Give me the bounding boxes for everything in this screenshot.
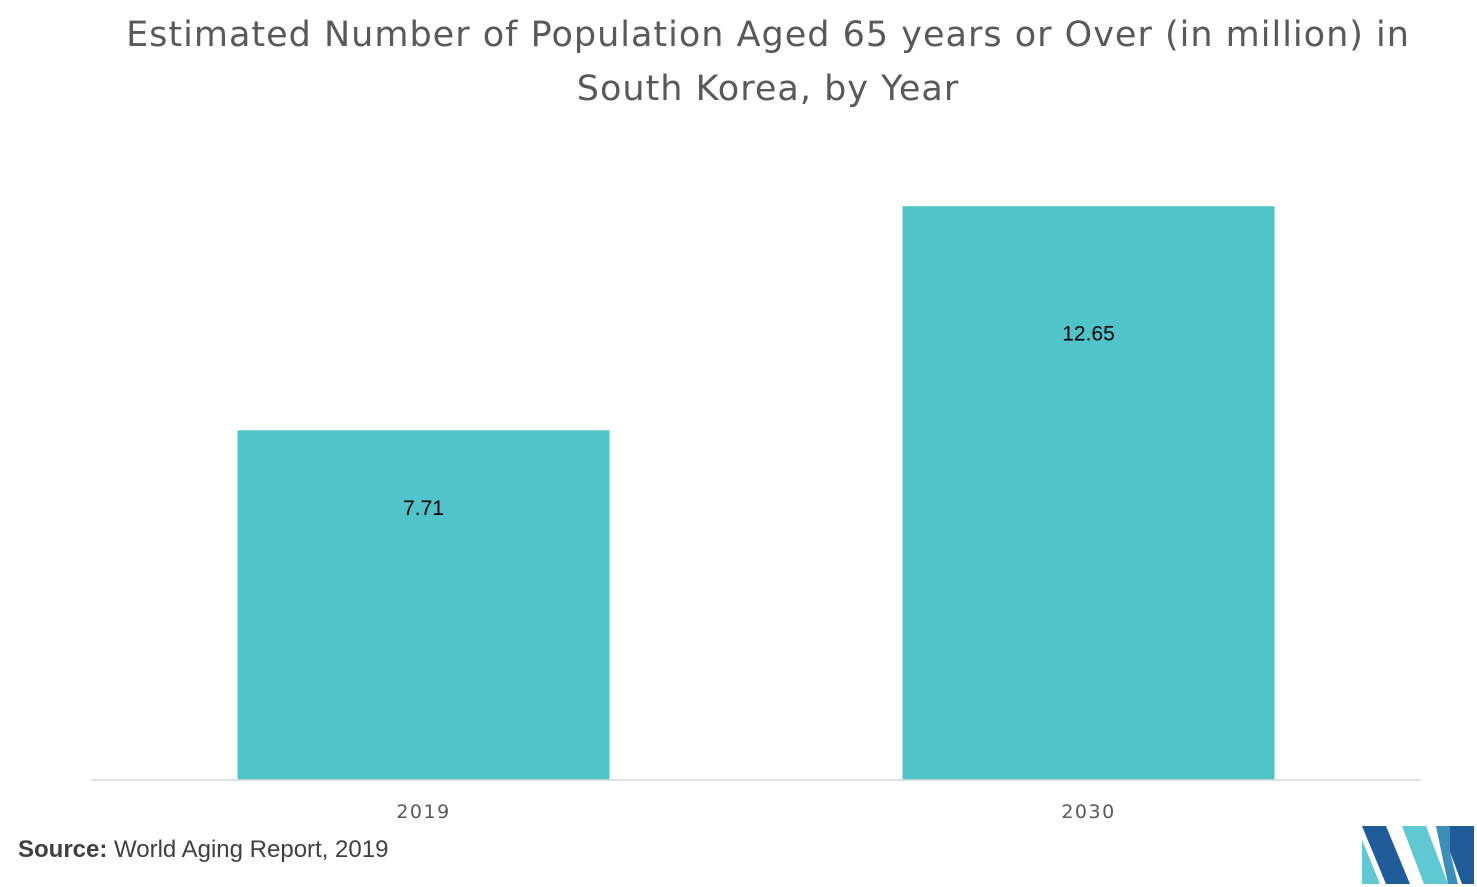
source-note: Source: World Aging Report, 2019 xyxy=(18,836,388,864)
source-text: World Aging Report, 2019 xyxy=(114,836,389,863)
data-label-2030: 12.65 xyxy=(1062,322,1115,345)
bars-group: 7.71 12.65 xyxy=(237,206,1275,780)
bar-2030 xyxy=(902,206,1275,780)
source-label: Source: xyxy=(18,836,108,863)
x-tick-labels: 2019 2030 xyxy=(396,801,1115,823)
x-tick-label-2030: 2030 xyxy=(1061,801,1115,823)
bar-2019 xyxy=(237,430,610,780)
x-tick-label-2019: 2019 xyxy=(396,801,450,823)
company-logo-icon xyxy=(1362,826,1474,884)
chart-title: Estimated Number of Population Aged 65 y… xyxy=(126,15,1410,109)
data-label-2019: 7.71 xyxy=(403,497,444,520)
